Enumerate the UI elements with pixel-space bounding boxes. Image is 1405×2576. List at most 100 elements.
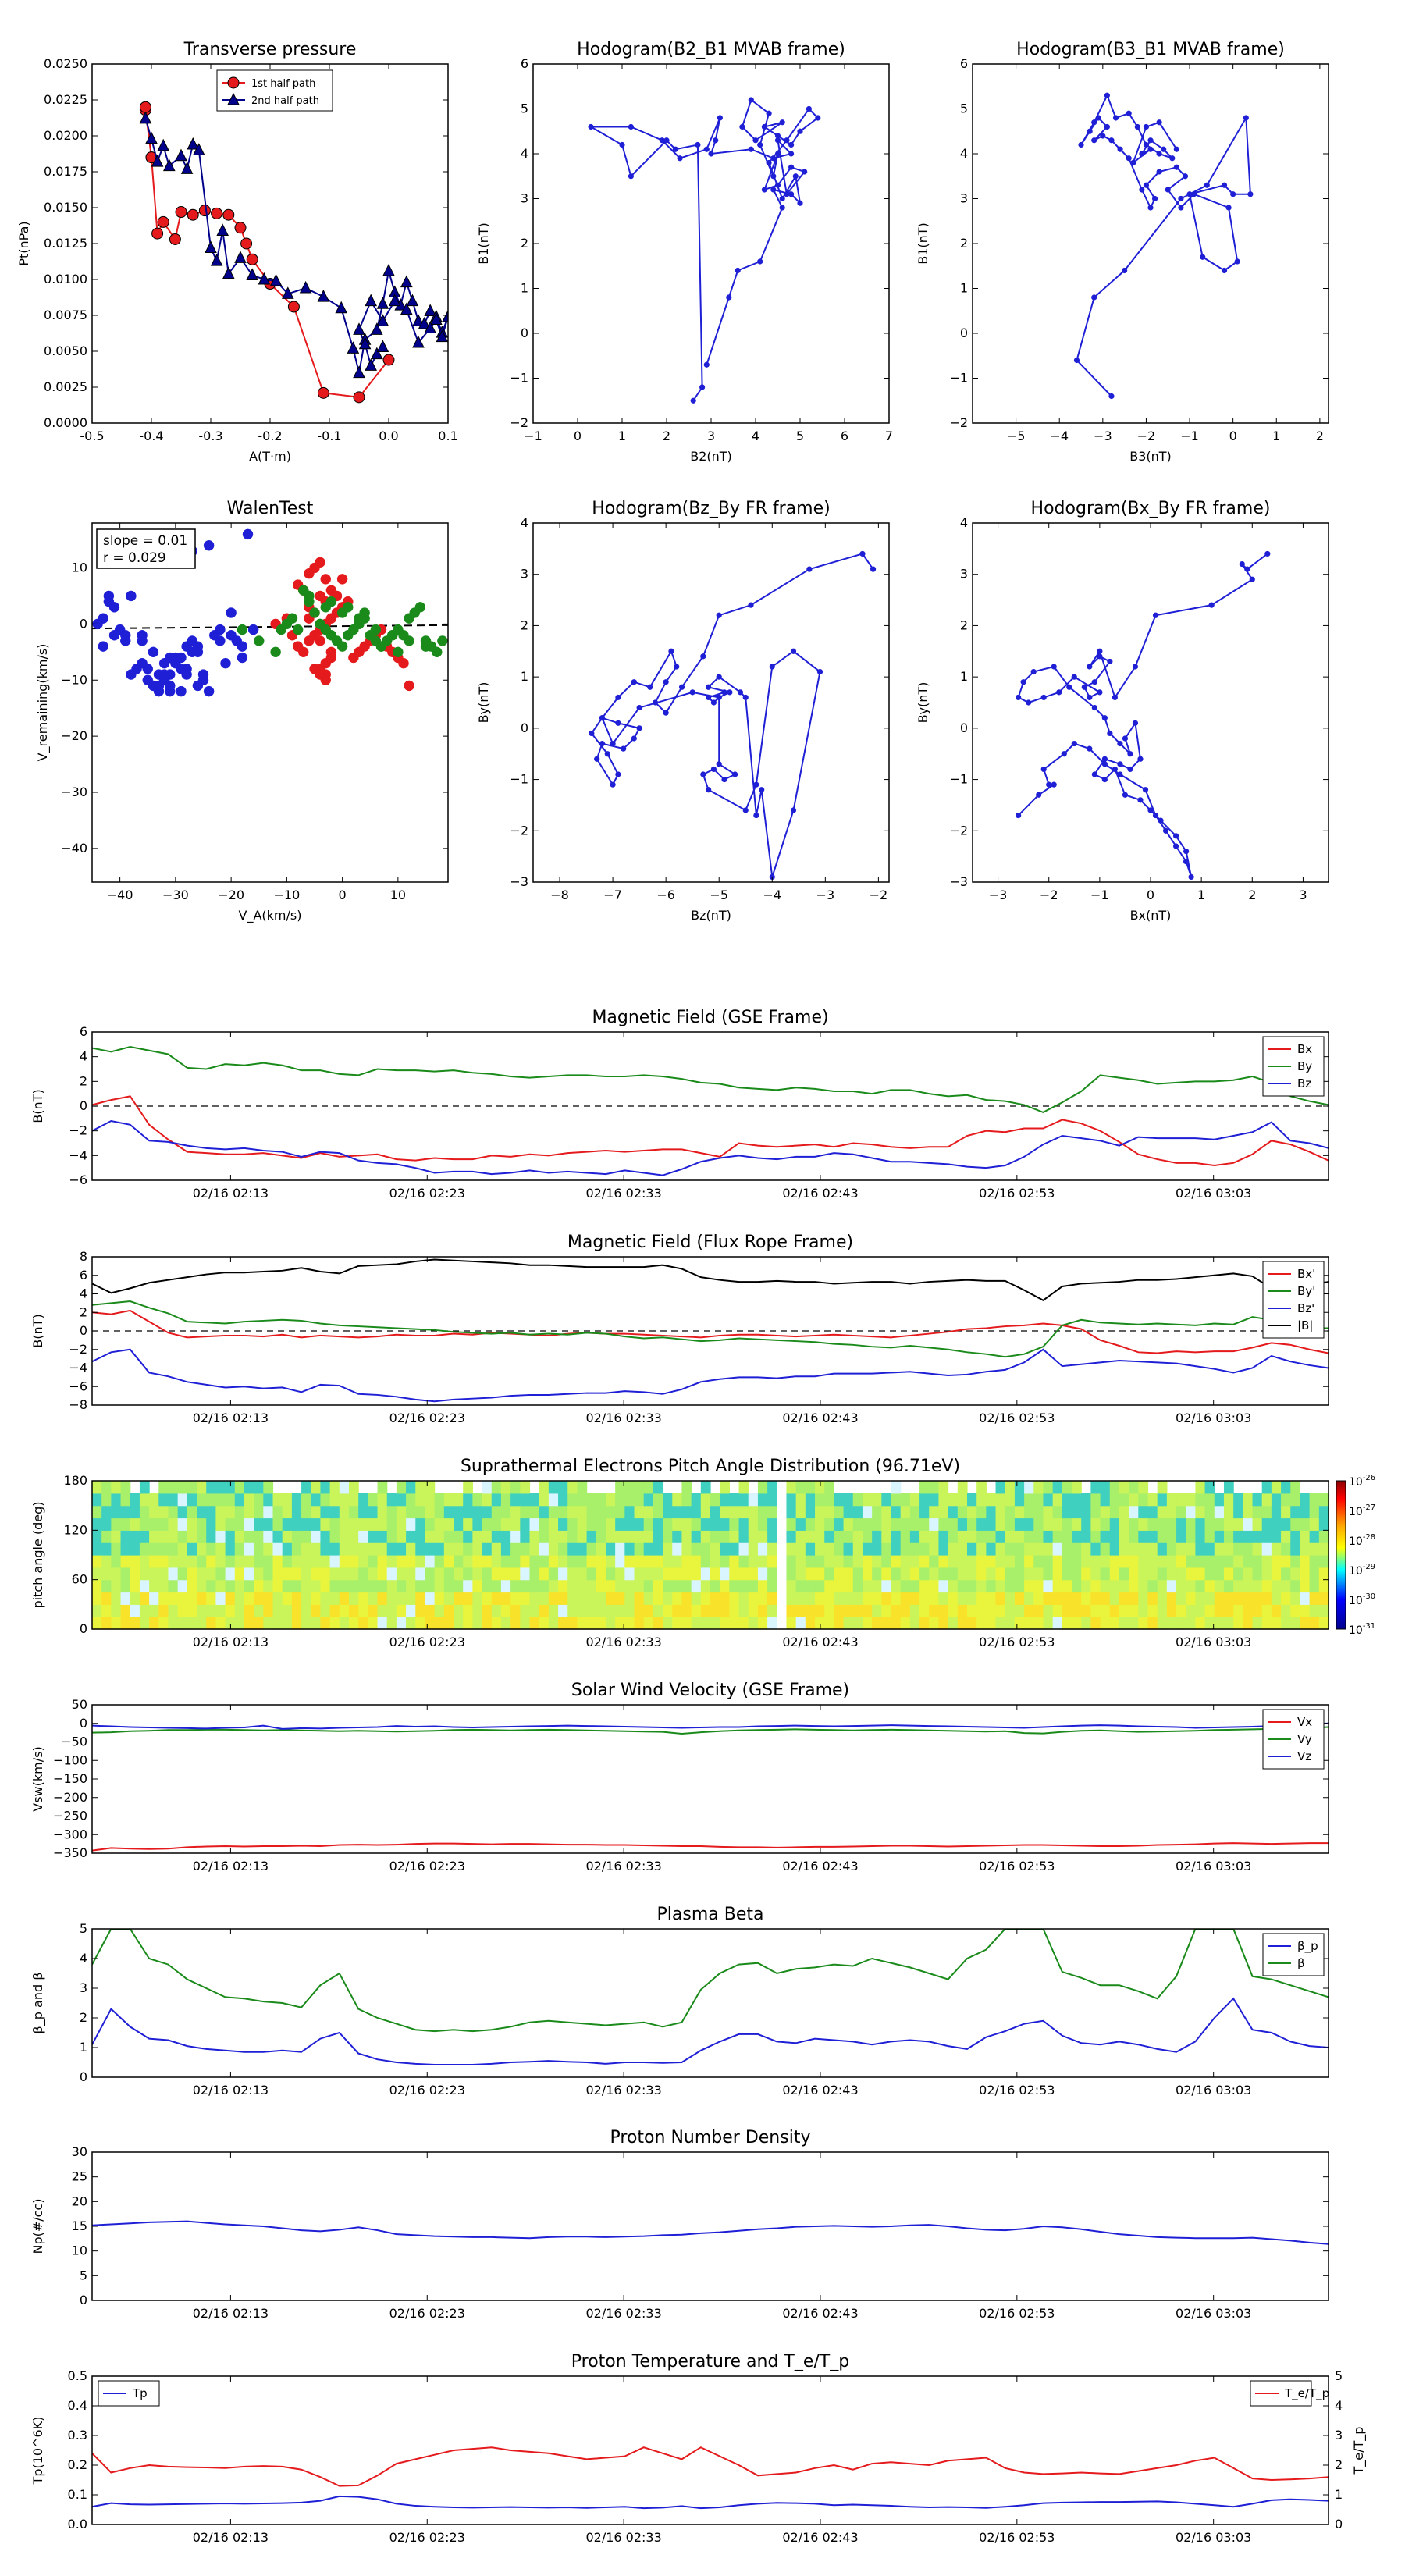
pad-cell (824, 1555, 834, 1568)
vsw-xtick-label: 02/16 02:53 (979, 1859, 1055, 1873)
beta-xtick-label: 02/16 02:13 (193, 2083, 269, 2097)
pad-cell (1043, 1481, 1054, 1494)
pad-cell (748, 1567, 759, 1581)
pad-cell (1129, 1505, 1139, 1519)
h23-series-0-point (806, 105, 812, 112)
hzy-xtick-label: −7 (603, 888, 622, 902)
pad-cell (348, 1555, 359, 1568)
pad-cell (1176, 1592, 1186, 1605)
h31-series-0-point (1225, 205, 1232, 211)
pad-colorbar-label: 10-27 (1349, 1503, 1375, 1518)
pad-cell (234, 1481, 245, 1494)
pad-cell (291, 1592, 302, 1605)
pad-cell (482, 1604, 493, 1617)
pad-cell (529, 1617, 540, 1630)
pad-cell (909, 1505, 920, 1519)
pt-series-1-point (376, 314, 389, 326)
pad-cell (244, 1604, 254, 1617)
pt-series-1-point (442, 309, 448, 322)
h31-plot-area (1073, 92, 1254, 400)
hxy-series-0-point (1071, 674, 1077, 680)
pad-cell (1318, 1493, 1329, 1507)
np-xtick-label: 02/16 03:03 (1176, 2306, 1251, 2321)
pad-cell (529, 1579, 540, 1593)
pad-cell (291, 1542, 302, 1556)
pad-cell (263, 1517, 274, 1531)
pad-cell (1252, 1530, 1263, 1543)
pad-cell (1157, 1493, 1168, 1507)
pad-cell (1062, 1555, 1072, 1568)
pad-cell (529, 1517, 540, 1531)
pt-series-1-point (151, 155, 164, 167)
pad-cell (738, 1481, 749, 1494)
pad-cell (1300, 1579, 1311, 1593)
pad-cell (311, 1505, 322, 1519)
pad-cell (1062, 1517, 1072, 1531)
pad-cell (767, 1604, 777, 1617)
hxy-plot-area (1016, 550, 1271, 881)
pad-cell (1157, 1530, 1168, 1543)
chart-tp: 02/16 02:13 02/16 02:23 02/16 02:33 02/16 0… (30, 2352, 1367, 2545)
pad-cell (1281, 1530, 1291, 1543)
pad-cell (1318, 1555, 1329, 1568)
pad-cell (491, 1517, 502, 1531)
pt-series-0-point (139, 101, 151, 113)
hxy-series-0-point (1208, 602, 1215, 608)
walen-series-1-point (325, 646, 337, 658)
pad-cell (197, 1555, 207, 1568)
pad-cell (1290, 1604, 1301, 1617)
pad-cell (900, 1493, 911, 1507)
pad-cell (653, 1555, 663, 1568)
pad-ytick-label: 60 (72, 1572, 87, 1587)
pad-cell (358, 1542, 368, 1556)
pad-cell (1014, 1530, 1025, 1543)
pad-cell (1223, 1555, 1234, 1568)
vsw-ytick-label: 0 (80, 1716, 87, 1731)
pad-cell (586, 1493, 597, 1507)
pad-cell (520, 1555, 531, 1568)
pad-cell (415, 1567, 426, 1581)
pad-cell (748, 1579, 759, 1593)
pad-cell (311, 1579, 322, 1593)
pad-cell (529, 1555, 540, 1568)
pad-cell (254, 1481, 264, 1494)
pad-cell (1166, 1542, 1177, 1556)
pad-cell (1186, 1542, 1197, 1556)
pad-cell (948, 1592, 959, 1605)
pad-cell (1214, 1517, 1225, 1531)
pad-colorbar-exp: -30 (1363, 1592, 1375, 1601)
hxy-series-0-point (1117, 761, 1123, 767)
pad-cell (329, 1617, 340, 1630)
pad-cell (1166, 1493, 1177, 1507)
pad-cell (872, 1555, 882, 1568)
pad-cell (215, 1567, 226, 1581)
pad-cell (168, 1542, 179, 1556)
bfr-xtick-label: 02/16 02:33 (585, 1411, 661, 1425)
pad-cell (577, 1579, 588, 1593)
vsw-series-0-line (92, 1842, 1329, 1852)
pad-cell (891, 1617, 902, 1630)
pad-colorbar-label: 10-30 (1349, 1592, 1375, 1607)
pad-cell (197, 1617, 207, 1630)
hzy-series-0-point (621, 745, 627, 752)
beta-ytick-label: 0 (80, 2069, 87, 2084)
pad-cell (206, 1555, 216, 1568)
pad-cell (929, 1592, 940, 1605)
pt-series-1-point (258, 272, 271, 285)
pad-cell (1271, 1604, 1282, 1617)
pad-cell (1090, 1517, 1101, 1531)
h31-series-0-point (1230, 191, 1236, 197)
pad-cell (900, 1542, 911, 1556)
pt-series-1-point (370, 322, 383, 335)
pad-cell (225, 1481, 236, 1494)
pad-cell (1290, 1555, 1301, 1568)
pad-title: Suprathermal Electrons Pitch Angle Distr… (461, 1457, 960, 1476)
pad-cell (368, 1592, 379, 1605)
pad-cell (577, 1481, 588, 1494)
pad-cell (691, 1617, 702, 1630)
beta-ytick-label: 1 (80, 2040, 87, 2055)
pad-cell (681, 1604, 692, 1617)
walen-series-2-point (437, 635, 448, 646)
h23-series-0-point (659, 137, 665, 144)
np-frame (91, 2151, 1329, 2301)
